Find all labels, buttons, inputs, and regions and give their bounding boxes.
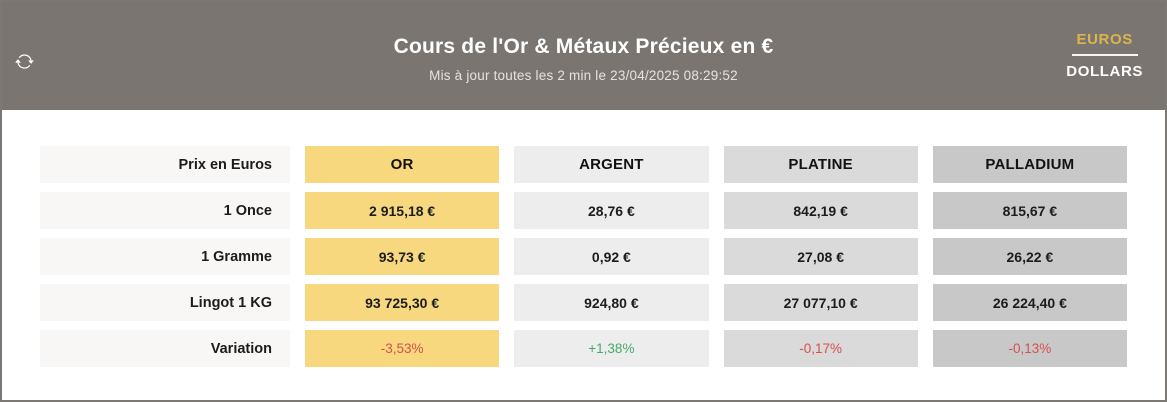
refresh-icon — [15, 54, 34, 69]
price-cell-or: 93 725,30 € — [305, 284, 500, 321]
column-header-or: OR — [305, 146, 500, 183]
column-header-platine: PLATINE — [723, 146, 918, 183]
refresh-button[interactable] — [15, 52, 34, 71]
price-cell-argent: 0,92 € — [514, 238, 709, 275]
currency-toggle: EUROS DOLLARS — [1066, 32, 1143, 79]
currency-option-dollars[interactable]: DOLLARS — [1066, 63, 1143, 80]
price-cell-platine: 842,19 € — [723, 192, 918, 229]
row-label: 1 Gramme — [40, 238, 290, 275]
variation-cell-or: -3,53% — [305, 330, 500, 367]
table-row: Variation -3,53% +1,38% -0,17% -0,13% — [40, 330, 1127, 367]
column-header-palladium: PALLADIUM — [932, 146, 1127, 183]
price-cell-palladium: 815,67 € — [932, 192, 1127, 229]
price-cell-or: 2 915,18 € — [305, 192, 500, 229]
column-header-argent: ARGENT — [514, 146, 709, 183]
corner-label: Prix en Euros — [40, 146, 290, 183]
variation-cell-argent: +1,38% — [514, 330, 709, 367]
title-block: Cours de l'Or & Métaux Précieux en € Mis… — [394, 30, 774, 83]
price-table: Prix en Euros OR ARGENT PLATINE PALLADIUM 1… — [2, 110, 1165, 367]
header-bar: Cours de l'Or & Métaux Précieux en € Mis… — [2, 2, 1165, 110]
update-status: Mis à jour toutes les 2 min le 23/04/202… — [429, 67, 738, 83]
row-label: Lingot 1 KG — [40, 284, 290, 321]
table-header-row: Prix en Euros OR ARGENT PLATINE PALLADIUM — [40, 146, 1127, 183]
variation-cell-platine: -0,17% — [723, 330, 918, 367]
currency-option-euros[interactable]: EUROS — [1076, 31, 1133, 48]
row-label: Variation — [40, 330, 290, 367]
variation-cell-palladium: -0,13% — [932, 330, 1127, 367]
page-title: Cours de l'Or & Métaux Précieux en € — [393, 34, 774, 58]
row-label: 1 Once — [40, 192, 290, 229]
currency-divider — [1071, 54, 1138, 56]
price-cell-palladium: 26 224,40 € — [932, 284, 1127, 321]
table-row: Lingot 1 KG 93 725,30 € 924,80 € 27 077,10 … — [40, 284, 1127, 321]
price-cell-platine: 27 077,10 € — [723, 284, 918, 321]
price-cell-palladium: 26,22 € — [932, 238, 1127, 275]
price-cell-argent: 28,76 € — [514, 192, 709, 229]
table-body: 1 Once 2 915,18 €28,76 €842,19 €815,67 €1… — [40, 192, 1127, 367]
price-cell-argent: 924,80 € — [514, 284, 709, 321]
price-cell-or: 93,73 € — [305, 238, 500, 275]
table-row: 1 Gramme 93,73 € 0,92 € 27,08 € 26,22 € — [40, 238, 1127, 275]
table-row: 1 Once 2 915,18 € 28,76 € 842,19 € 815,67 € — [40, 192, 1127, 229]
price-cell-platine: 27,08 € — [723, 238, 918, 275]
